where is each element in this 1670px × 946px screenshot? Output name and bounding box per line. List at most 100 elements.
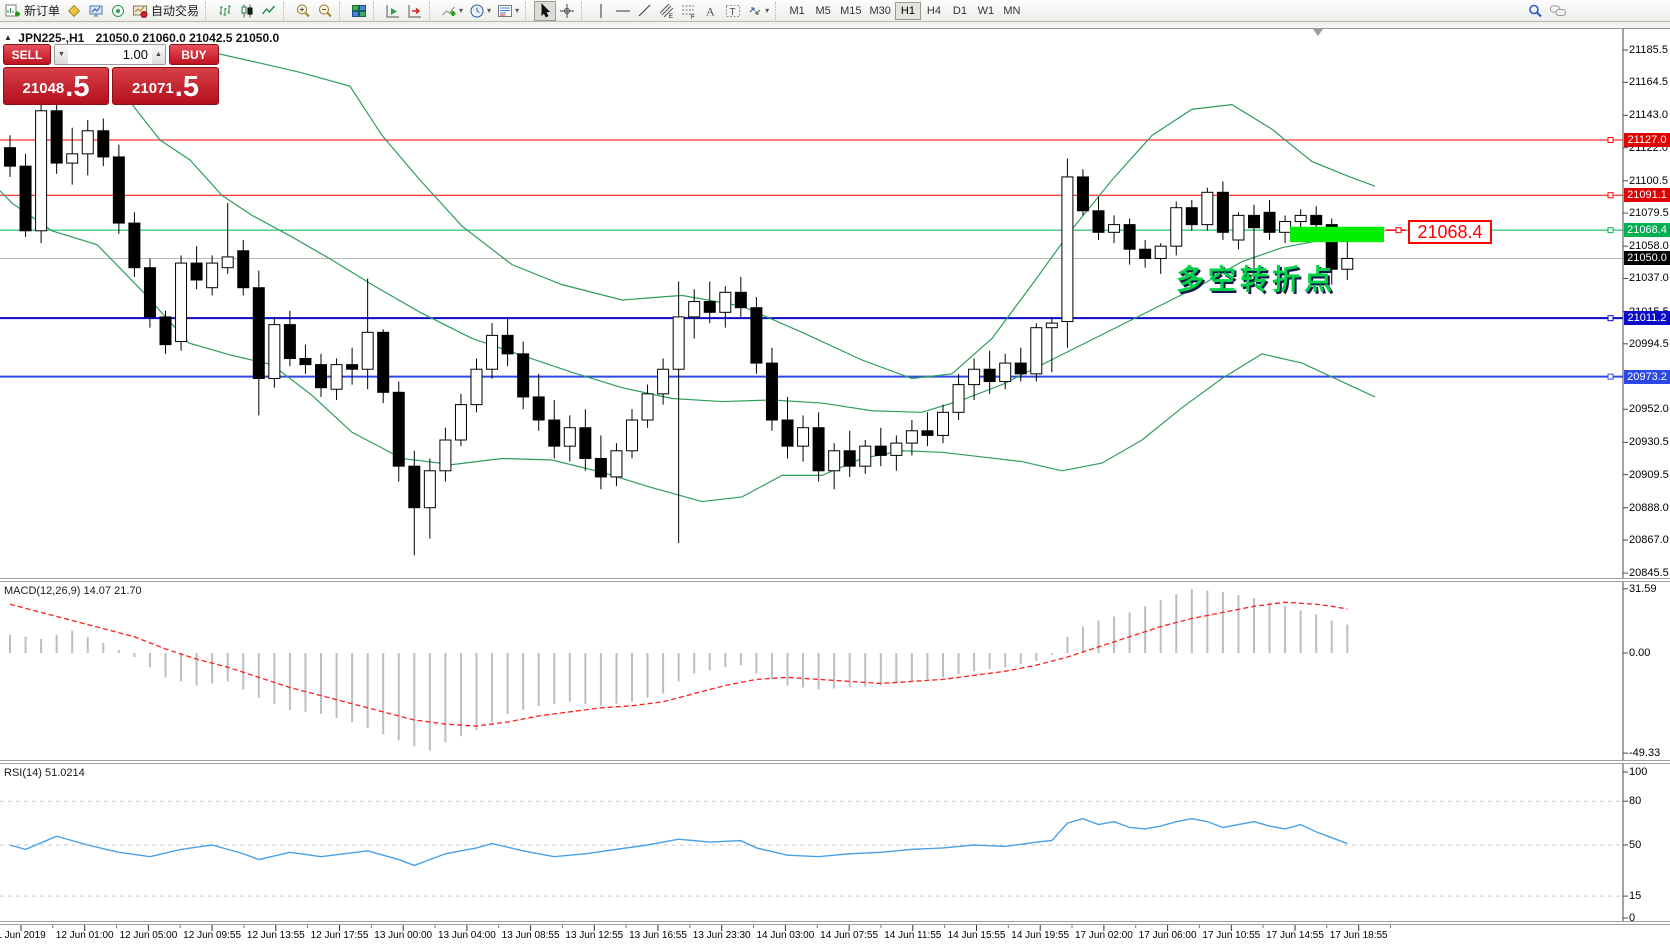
candle-bullish bbox=[1201, 191, 1214, 226]
macd-indicator-label: MACD(12,26,9) 14.07 21.70 bbox=[4, 585, 142, 597]
candle-bullish bbox=[859, 445, 872, 467]
zoom-in-button[interactable] bbox=[292, 1, 314, 21]
timeframe-mn-button[interactable]: MN bbox=[999, 2, 1025, 20]
fibonacci-tool-button[interactable]: F bbox=[678, 1, 700, 21]
candle-bearish bbox=[1092, 210, 1105, 233]
auto-scroll-button[interactable] bbox=[382, 1, 404, 21]
buy-price[interactable]: 21071 .5 bbox=[112, 67, 219, 105]
toolbar-separator bbox=[581, 1, 587, 20]
rsi-panel-splitter[interactable] bbox=[0, 760, 1670, 764]
timeframe-d1-button[interactable]: D1 bbox=[947, 2, 973, 20]
candle-bullish bbox=[1170, 207, 1183, 247]
search-button[interactable] bbox=[1524, 1, 1546, 21]
rsi-axis-label: 80 bbox=[1629, 795, 1642, 808]
trendline-tool-button[interactable] bbox=[634, 1, 656, 21]
price-tick-label: 20845.5 bbox=[1629, 567, 1669, 580]
candle-bullish bbox=[439, 439, 452, 472]
zoom-out-icon bbox=[319, 4, 332, 17]
price-badge: 21127.0 bbox=[1624, 133, 1670, 147]
volume-stepper: ▼ ▲ bbox=[54, 44, 167, 65]
svg-text:E: E bbox=[669, 14, 673, 19]
buy-button[interactable]: BUY bbox=[169, 44, 219, 65]
ohlc-values: 21050.0 21060.0 21042.5 21050.0 bbox=[95, 31, 280, 45]
chart-title: ▲ JPN225-,H1 21050.0 21060.0 21042.5 210… bbox=[4, 31, 279, 45]
candle-chart-type-button[interactable] bbox=[236, 1, 258, 21]
autotrading-button[interactable]: 自动交易 bbox=[129, 1, 202, 21]
market-watch-button[interactable] bbox=[85, 1, 107, 21]
rsi-axis-label: 15 bbox=[1629, 890, 1642, 903]
volume-increase-button[interactable]: ▲ bbox=[152, 45, 166, 64]
bar-chart-type-button[interactable] bbox=[214, 1, 236, 21]
timeframe-m30-button[interactable]: M30 bbox=[866, 2, 895, 20]
timeframe-h4-button[interactable]: H4 bbox=[921, 2, 947, 20]
timeframe-m5-button[interactable]: M5 bbox=[810, 2, 836, 20]
indicators-button[interactable]: ▾ bbox=[438, 1, 466, 21]
profiles-button[interactable] bbox=[63, 1, 85, 21]
periods-button[interactable]: ▾ bbox=[466, 1, 494, 21]
zoom-out-button[interactable] bbox=[314, 1, 336, 21]
autotrading-icon bbox=[133, 5, 148, 18]
time-tick-label: 12 Jun 17:55 bbox=[310, 930, 369, 941]
timeframe-m1-button[interactable]: M1 bbox=[784, 2, 810, 20]
timeframe-m15-button[interactable]: M15 bbox=[836, 2, 865, 20]
candle-bullish bbox=[672, 316, 685, 370]
text-label-tool-button[interactable]: T bbox=[722, 1, 744, 21]
time-tick-label: 13 Jun 04:00 bbox=[437, 930, 496, 941]
candle-bullish bbox=[175, 262, 188, 343]
price-tick-label: 20909.5 bbox=[1629, 468, 1669, 481]
time-tick-label: 1 Jun 2019 bbox=[0, 930, 46, 941]
time-tick-label: 14 Jun 15:55 bbox=[947, 930, 1006, 941]
candle-bullish bbox=[828, 450, 841, 472]
vertical-line-tool-button[interactable] bbox=[590, 1, 612, 21]
dropdown-arrow-icon: ▾ bbox=[765, 6, 770, 15]
macd-axis-label: -49.33 bbox=[1629, 747, 1661, 760]
candle-bearish bbox=[1076, 176, 1089, 212]
candle-bearish bbox=[1248, 214, 1260, 229]
indicators-icon bbox=[442, 6, 456, 16]
price-tick-label: 21079.5 bbox=[1629, 207, 1669, 220]
crosshair-tool-button[interactable] bbox=[556, 1, 578, 21]
candle-bearish bbox=[346, 364, 359, 370]
new-order-button[interactable]: 新订单 bbox=[2, 1, 63, 21]
price-badge: 21091.1 bbox=[1624, 188, 1670, 203]
candle-bearish bbox=[750, 307, 763, 364]
candlestick-icon bbox=[241, 4, 253, 17]
buy-price-frac: .5 bbox=[174, 71, 199, 103]
volume-decrease-button[interactable]: ▼ bbox=[55, 45, 69, 64]
channel-tool-button[interactable]: E bbox=[656, 1, 678, 21]
candle-bearish bbox=[874, 445, 887, 456]
chat-button[interactable] bbox=[1546, 1, 1570, 21]
candle-bullish bbox=[1232, 214, 1245, 241]
sell-price[interactable]: 21048 .5 bbox=[3, 67, 109, 105]
price-tick-label: 21058.0 bbox=[1629, 240, 1669, 253]
timeframe-w1-button[interactable]: W1 bbox=[973, 2, 999, 20]
arrows-tool-button[interactable]: ▾ bbox=[744, 1, 772, 21]
text-label-icon: T bbox=[726, 4, 741, 18]
data-window-button[interactable] bbox=[107, 1, 129, 21]
chart-shift-icon bbox=[408, 4, 422, 17]
timeframe-h1-button[interactable]: H1 bbox=[894, 1, 921, 20]
candle-bullish bbox=[1154, 245, 1167, 259]
templates-button[interactable]: ▾ bbox=[494, 1, 522, 21]
candle-bearish bbox=[377, 331, 390, 393]
toolbar-separator bbox=[525, 1, 531, 20]
text-tool-button[interactable]: A bbox=[700, 1, 722, 21]
cursor-tool-button[interactable] bbox=[534, 0, 557, 21]
zoom-in-icon bbox=[297, 4, 310, 17]
candle-bullish bbox=[1279, 221, 1292, 233]
volume-input[interactable] bbox=[68, 45, 153, 64]
candle-bearish bbox=[548, 419, 561, 447]
chart-shift-button[interactable] bbox=[404, 1, 426, 21]
hline-handle bbox=[1607, 373, 1614, 380]
candle-bullish bbox=[905, 430, 918, 444]
macd-panel-splitter[interactable] bbox=[0, 578, 1670, 582]
candle-bullish bbox=[470, 368, 483, 406]
candle-bearish bbox=[734, 291, 747, 309]
tile-windows-button[interactable] bbox=[348, 1, 370, 21]
horizontal-line-tool-button[interactable] bbox=[612, 1, 634, 21]
line-chart-type-button[interactable] bbox=[258, 1, 280, 21]
price-badge: 20973.2 bbox=[1624, 369, 1670, 384]
sell-button[interactable]: SELL bbox=[3, 44, 52, 65]
bollinger-middle-band bbox=[124, 95, 1363, 413]
